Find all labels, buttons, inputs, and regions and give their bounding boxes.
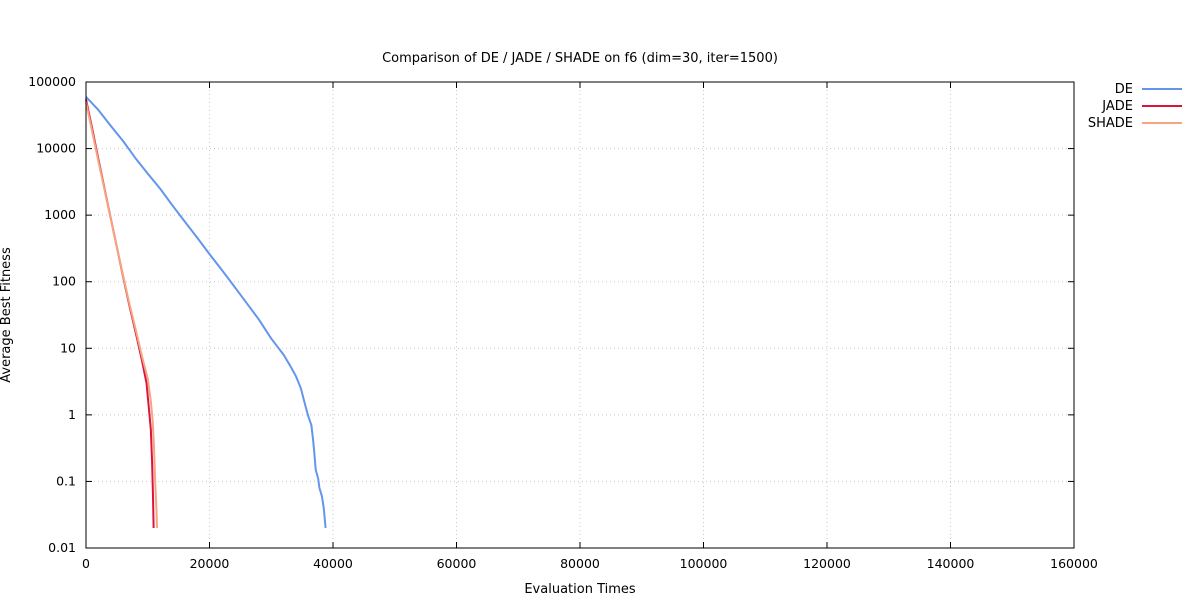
chart-title: Comparison of DE / JADE / SHADE on f6 (d… [382,51,778,66]
y-tick-label: 10 [60,340,76,355]
y-tick-label: 100000 [28,74,76,89]
y-tick-label: 100 [52,274,76,289]
x-tick-label: 60000 [437,556,477,571]
tick-layer: 0 20000 40000 60000 80000 100000 120000 140000 1… [28,74,1098,571]
y-tick-label: 10000 [36,141,76,156]
grid-layer [86,82,1074,548]
legend-label-shade: SHADE [1088,116,1133,131]
x-axis-title: Evaluation Times [524,582,636,597]
x-tick-label: 20000 [190,556,230,571]
x-tick-label: 160000 [1050,556,1098,571]
series-line-shade [85,101,159,528]
x-tick-label: 100000 [680,556,728,571]
y-tick-label: 0.1 [56,473,76,488]
legend-label-de: DE [1115,82,1133,97]
series-line-de [85,96,327,529]
x-tick-label: 80000 [560,556,600,571]
y-tick-label: 1000 [44,207,76,222]
legend: DE JADE SHADE [1088,82,1182,131]
series-line-jade [85,99,155,528]
y-tick-label: 0.01 [48,540,76,555]
legend-label-jade: JADE [1101,99,1133,114]
x-tick-label: 40000 [313,556,353,571]
y-tick-label: 1 [68,407,76,422]
series-layer [85,96,327,529]
x-tick-label: 140000 [927,556,975,571]
x-tick-label: 0 [82,556,90,571]
x-tick-label: 120000 [803,556,851,571]
y-axis-title: Average Best Fitness [0,247,14,383]
